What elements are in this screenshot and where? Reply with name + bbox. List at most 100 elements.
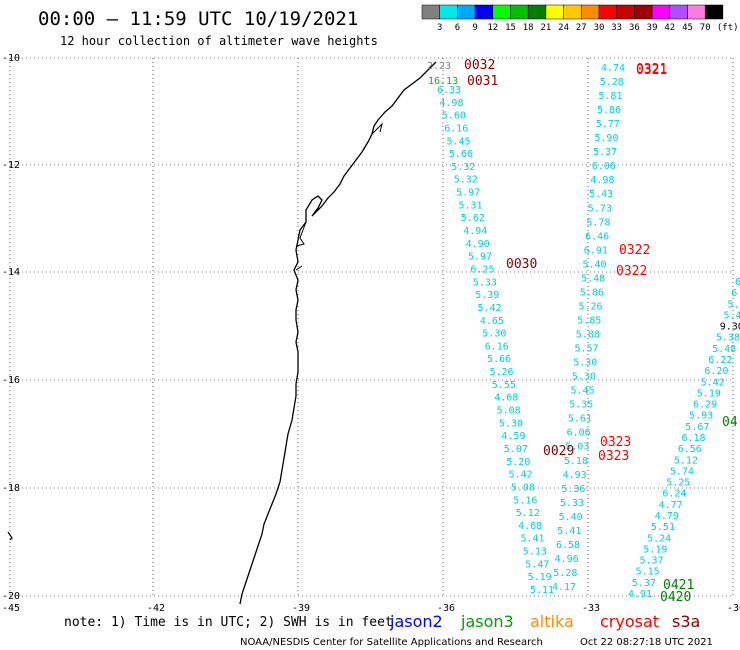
wave-height-value: 5.18 [564,456,588,467]
wave-height-value: 5.33 [560,498,584,509]
wave-height-value: 16.13 [428,76,458,87]
wave-height-value: 5.38 [716,333,740,344]
longitude-label: -39 [292,603,310,614]
footnote: note: 1) Time is in UTC; 2) SWH is in fe… [64,615,393,630]
satellite-label-s3a: s3a [672,612,700,631]
wave-height-value: 6.06 [592,161,616,172]
latitude-label: -16 [2,375,20,386]
wave-height-value: 5.28 [553,568,577,579]
wave-height-value: 6.33 [437,85,461,96]
wave-height-value: 5.19 [528,572,552,583]
wave-height-value: 5.57 [575,344,599,355]
wave-height-value: 5.78 [586,217,610,228]
color-scale-label: 27 [576,23,587,33]
wave-height-value: 5.35 [569,400,593,411]
color-scale-label: 21 [540,23,551,33]
wave-height-value: 4.65 [480,316,504,327]
color-swatch [545,4,564,20]
color-scale-unit: (ft) [717,23,739,33]
satellite-legend: jason2 jason3 altika cryosat s3a [389,612,700,631]
wave-height-value: 5.20 [506,457,530,468]
wave-height-value: 5.90 [594,133,618,144]
wave-height-value: 9.30 [720,322,740,333]
color-scale-label: 39 [647,23,658,33]
color-swatch [598,4,617,20]
color-swatch [439,4,458,20]
color-swatch [669,4,688,20]
time-tag: 0421 [663,578,694,593]
wave-height-value: 5.37 [593,147,617,158]
wave-height-value: 5.88 [576,330,600,341]
island-marker [7,531,13,541]
color-swatch [421,4,440,20]
wave-height-value: 5.41 [521,534,545,545]
wave-height-value: 5.77 [596,119,620,130]
wave-height-value: 6 [731,288,737,299]
color-scale-label: 3 [437,23,442,33]
time-tags: 0032003100300029032103210322032203230323… [464,58,738,605]
wave-height-value: 5.6 [727,299,740,310]
wave-height-value: 5.32 [454,175,478,186]
time-tag: 0029 [543,444,574,459]
wave-height-value: 5.37 [640,556,664,567]
wave-height-value: 5.25 [666,478,690,489]
wave-height-value: 5.15 [636,567,660,578]
latitude-label: -20 [2,591,20,602]
map-subtitle: 12 hour collection of altimeter wave hei… [60,34,378,48]
time-tag: 0321 [636,62,667,77]
wave-height-value: 5.86 [580,287,604,298]
map-grid [9,57,734,597]
color-scale-label: 9 [472,23,477,33]
wave-height-value: 5.74 [670,466,694,477]
time-tag: 0032 [464,58,495,73]
longitude-label: -30 [727,603,740,614]
longitude-label: -42 [147,603,165,614]
wave-height-value: 6.24 [662,489,686,500]
time-tag: 0420 [660,590,691,605]
wave-height-value: 5.13 [523,547,547,558]
time-tag: 04 [722,415,738,430]
color-scale-label: 15 [505,23,516,33]
wave-height-value: 5.11 [530,585,554,596]
color-scale-label: 12 [487,23,498,33]
longitude-label: -33 [582,603,600,614]
wave-height-value: 5.93 [689,411,713,422]
satellite-label-altika: altika [530,612,574,631]
wave-height-value: 4.98 [439,98,463,109]
wave-height-value: 4.17 [552,582,576,593]
wave-height-value: 5.08 [511,482,535,493]
wave-height-value: 5.48 [712,344,736,355]
wave-height-value: 5.19 [697,388,721,399]
color-scale-label: 33 [611,23,622,33]
wave-height-value: 6.16 [485,341,509,352]
wave-height-value: 5.24 [647,533,671,544]
time-tag: 0322 [619,243,650,258]
wave-height-value: 4.98 [590,175,614,186]
wave-height-value: 5.39 [475,290,499,301]
time-tag: 0321 [636,63,667,78]
wave-height-value: 5.30 [573,358,597,369]
wave-height-value: 5.4 [724,310,740,321]
wave-height-value: 4.68 [494,393,518,404]
color-swatch [474,4,494,20]
wave-height-value: 5.81 [598,91,622,102]
wave-height-value: 5.51 [651,522,675,533]
coastline-detail [295,122,383,271]
color-scale-label: 6 [455,23,460,33]
wave-height-value: 5.73 [588,203,612,214]
wave-height-value: 4.74 [601,63,625,74]
wave-height-value: 5.85 [577,316,601,327]
wave-height-value: 5.97 [456,188,480,199]
wave-height-value: 5.47 [525,559,549,570]
wave-height-value: 5.42 [478,303,502,314]
wave-height-value: 6.46 [585,231,609,242]
satellite-label-jason2: jason2 [389,612,443,631]
wave-height-value: 6.18 [682,433,706,444]
wave-height-value: 6.91 [584,245,608,256]
color-scale-legend: 3 6 9 12 15 18 21 24 27 30 33 36 39 42 45 70 [421,4,724,33]
wave-height-value: 4.68 [518,521,542,532]
wave-height-value: 5.28 [600,77,624,88]
color-scale-label: 24 [558,23,569,33]
wave-height-value: 5.40 [583,259,607,270]
wave-height-value: 5.66 [449,149,473,160]
